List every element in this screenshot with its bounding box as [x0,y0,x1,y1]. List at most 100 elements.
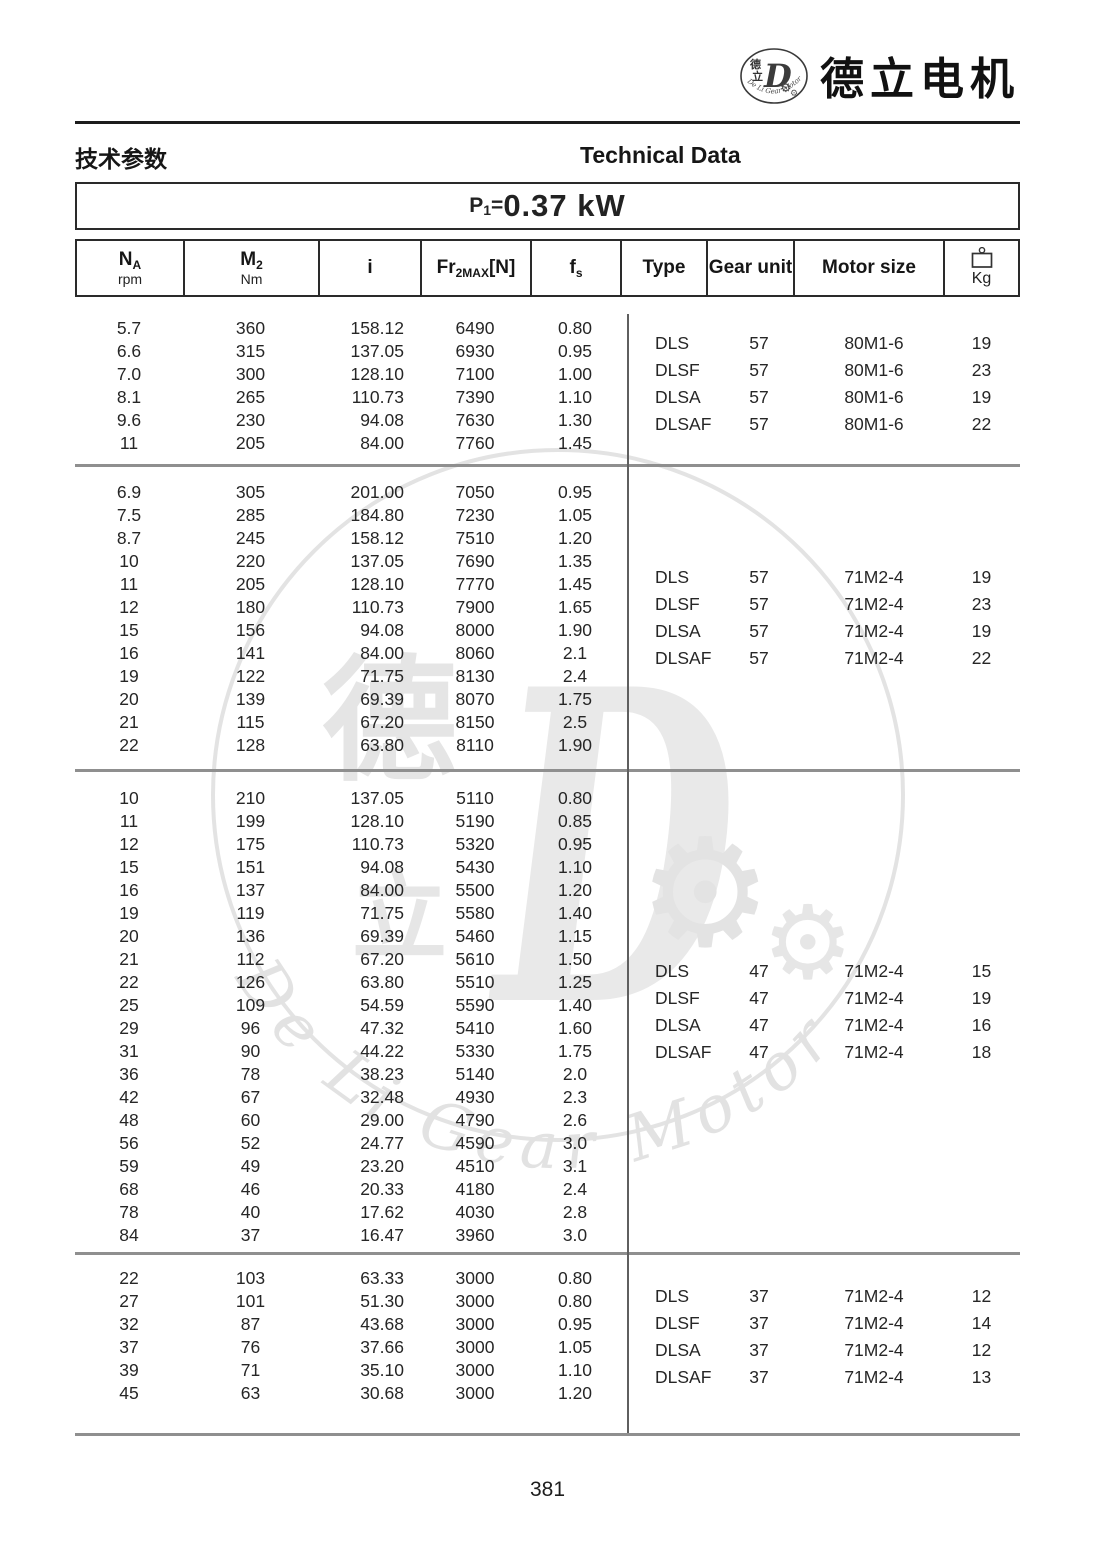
motor-size-value: 71M2-4 [844,648,904,668]
fs-value: 0.95 [557,1314,593,1334]
na-value: 22 [119,972,139,992]
variant-row: DLSA 37 71M2-4 12 [631,1337,1020,1364]
fs-value: 1.35 [557,551,593,571]
fs-value: 0.95 [557,341,593,361]
table-row: 22 128 63.80 8110 1.90 [75,734,1020,757]
kg-value: 13 [971,1366,992,1387]
table-row: 84 37 16.47 3960 3.0 [75,1224,1020,1247]
type-value: DLSAF [655,414,712,434]
m2-value: 205 [235,574,266,594]
na-value: 36 [119,1064,139,1084]
fr2max-value: 8150 [455,712,495,732]
m2-value: 76 [240,1337,261,1357]
fr2max-value: 5320 [455,834,495,854]
i-value: 30.68 [360,1383,404,1403]
fs-value: 3.0 [562,1225,588,1245]
fr2max-value: 7510 [455,528,495,548]
motor-size-value: 71M2-4 [844,1042,904,1062]
fs-value: 1.60 [557,1018,593,1038]
kg-value: 12 [971,1339,992,1360]
fr2max-value: 4790 [455,1110,495,1130]
column-header-type: Type [622,241,708,295]
type-value: DLSF [655,1312,700,1333]
page-header: 德 立 D ⚙ ⚙ De Li Gear Motor 德立电机 [75,0,1020,121]
table-row: 7.5 285 184.80 7230 1.05 [75,504,1020,527]
table-row: 32 87 43.68 3000 0.95 [75,1313,1020,1336]
na-value: 21 [119,949,139,969]
i-value: 69.39 [360,689,404,709]
power-symbol-sub: 1 [483,202,492,218]
fr2max-value: 8070 [455,689,495,709]
m2-value: 305 [235,482,266,502]
fs-value: 1.15 [557,926,593,946]
na-value: 68 [119,1179,139,1199]
i-value: 20.33 [360,1179,404,1199]
fr2max-value: 3000 [455,1314,495,1334]
fs-value: 3.1 [562,1156,588,1176]
i-value: 94.08 [360,857,404,877]
logo-cn-top: 德 [749,57,761,71]
fr2max-value: 3960 [455,1225,495,1245]
na-value: 11 [119,574,139,594]
kg-value: 14 [971,1312,992,1333]
na-value: 16 [119,880,139,900]
fs-value: 1.65 [557,597,593,617]
table-row: 8.1 265 110.73 7390 1.10 [75,386,1020,409]
m2-value: 67 [240,1087,261,1107]
table-row: 39 71 35.10 3000 1.10 [75,1359,1020,1382]
fr2max-value: 7690 [455,551,495,571]
i-value: 54.59 [360,995,404,1015]
i-value: 23.20 [360,1156,404,1176]
i-value: 67.20 [360,949,404,969]
m2-value: 103 [235,1268,266,1288]
section-title-cn: 技术参数 [75,146,167,172]
fr2max-value: 4030 [455,1202,495,1222]
i-value: 69.39 [360,926,404,946]
na-value: 12 [119,834,139,854]
gear-unit-value: 57 [749,594,769,614]
i-value: 201.00 [350,482,404,502]
m2-value: 175 [235,834,266,854]
m2-value: 205 [235,433,266,453]
na-value: 29 [119,1018,139,1038]
fr2max-value: 7100 [455,364,495,384]
m2-value: 128 [235,735,266,755]
fr2max-value: 5140 [455,1064,495,1084]
na-value: 22 [119,1268,139,1288]
kg-value: 18 [971,1042,992,1062]
kg-value: 19 [971,567,992,587]
gear-unit-value: 57 [749,648,769,668]
variant-row: DLSF 37 71M2-4 14 [631,1310,1020,1337]
na-value: 78 [119,1202,139,1222]
power-symbol: P [469,194,484,217]
variant-row: DLS 37 71M2-4 12 [631,1283,1020,1310]
table-row: 37 76 37.66 3000 1.05 [75,1336,1020,1359]
fr2max-value: 7230 [455,505,495,525]
m2-value: 96 [240,1018,261,1038]
na-value: 15 [119,857,139,877]
fs-value: 1.40 [557,903,593,923]
variant-group: DLS 37 71M2-4 12 DLSF 37 71M2-4 14 DLSA 37 71M2-4 1… [631,1283,1020,1391]
variant-group: DLS 57 71M2-4 19 DLSF 57 71M2-4 23 DLSA 57 71M2-4 1… [631,564,1020,672]
fr2max-value: 5460 [455,926,495,946]
variant-row: DLSAF 37 71M2-4 13 [631,1364,1020,1391]
type-value: DLSF [655,988,700,1008]
table-row: 78 40 17.62 4030 2.8 [75,1201,1020,1224]
kg-value: 19 [971,621,992,641]
fr2max-value: 8060 [455,643,495,663]
m2-value: 78 [240,1064,261,1084]
m2-value: 119 [236,903,265,923]
kg-label: Kg [971,270,992,288]
type-value: DLSAF [655,1366,712,1387]
header-rule [75,121,1020,124]
variant-row: DLSAF 47 71M2-4 18 [631,1039,1020,1066]
power-equals: = [491,194,504,217]
kg-value: 16 [971,1015,992,1035]
data-block-4: 22 103 63.33 3000 0.80 27 101 51.30 3000 0.80 32 87… [75,1255,1020,1433]
logo-cn-bottom: 立 [752,69,763,83]
i-value: 67.20 [360,712,404,732]
fs-value: 0.95 [557,482,593,502]
motor-size-value: 71M2-4 [844,1339,904,1360]
fr2max-value: 7390 [455,387,495,407]
